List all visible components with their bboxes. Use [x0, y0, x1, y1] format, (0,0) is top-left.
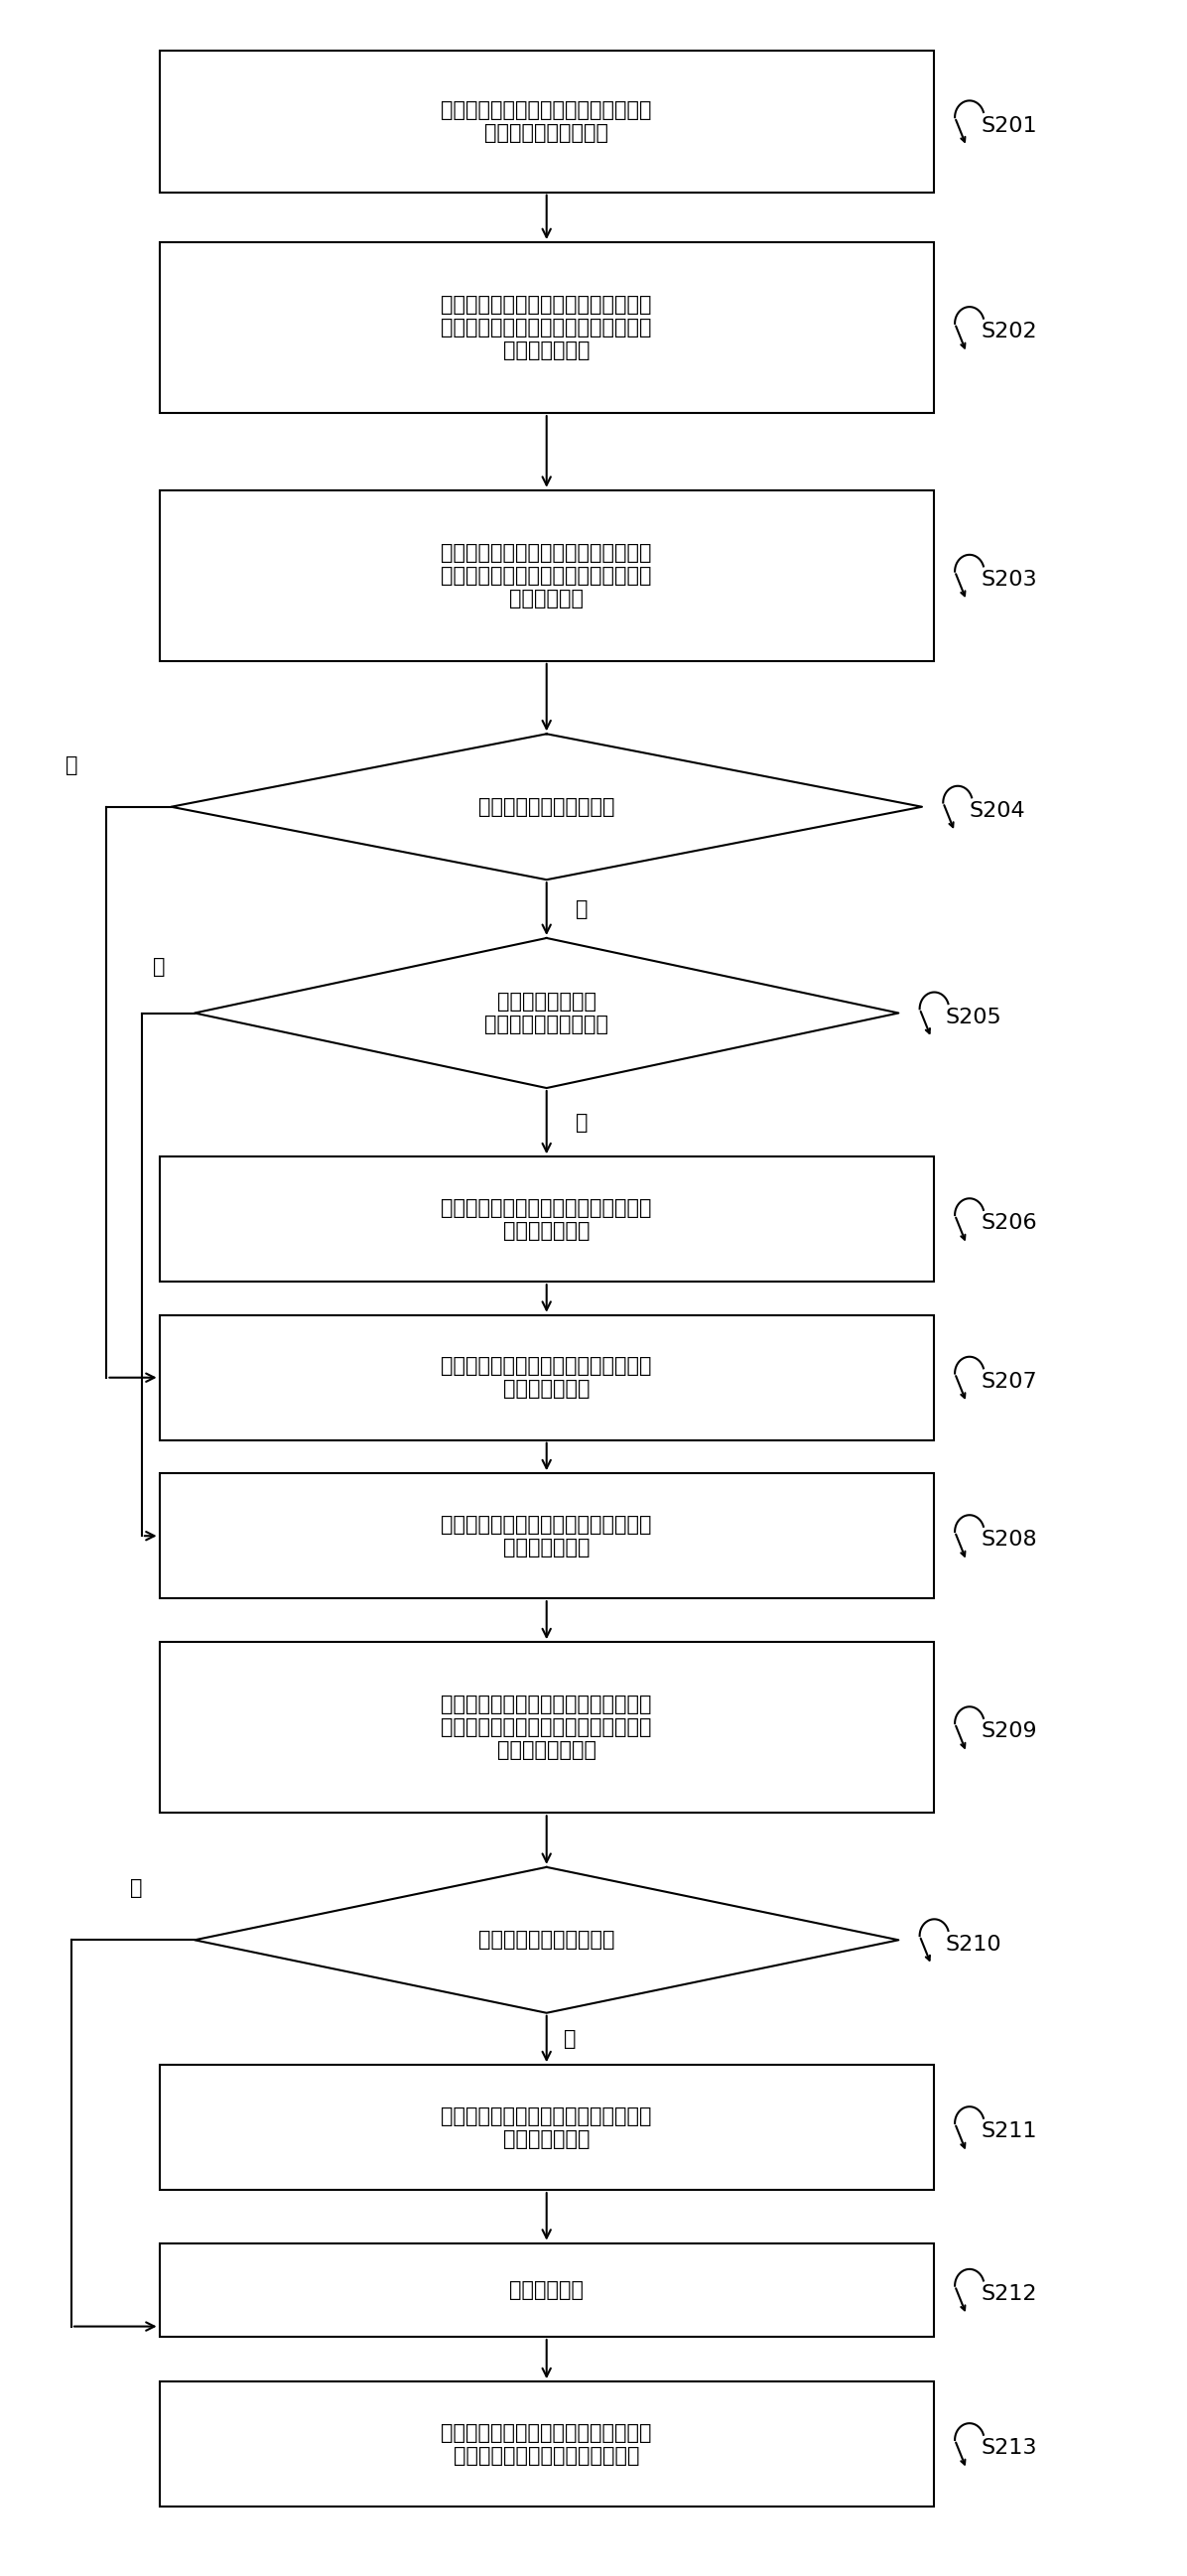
Text: 根据初始投影轮廓线、激光轮廓线和标
准激光轮廓线的比对结果，生成预埋件
位置检测结果: 根据初始投影轮廓线、激光轮廓线和标 准激光轮廓线的比对结果，生成预埋件 位置检测…: [442, 544, 652, 608]
Bar: [159, 489, 934, 662]
Text: 是: 是: [576, 899, 588, 920]
Text: 是: 是: [576, 1113, 588, 1133]
Text: 将投射到模台的激光轮廓线的显示颜色
调整为第一颜色: 将投射到模台的激光轮廓线的显示颜色 调整为第一颜色: [442, 1515, 652, 1558]
Polygon shape: [171, 734, 922, 881]
Text: S204: S204: [969, 801, 1026, 822]
Text: 否: 否: [65, 755, 77, 775]
Text: 是: 是: [129, 1878, 142, 1899]
Polygon shape: [195, 938, 899, 1087]
Bar: [159, 2244, 934, 2336]
Text: S211: S211: [980, 2123, 1036, 2141]
Text: S209: S209: [980, 1721, 1037, 1741]
Text: 根据预埋件图像特征和预先存储的待放
置预埋件图像特征的比对结果，生成预
埋件类型检测结果: 根据预埋件图像特征和预先存储的待放 置预埋件图像特征的比对结果，生成预 埋件类型…: [442, 1695, 652, 1759]
Text: 判断预埋件类型是否准确: 判断预埋件类型是否准确: [478, 1929, 615, 1950]
Text: S213: S213: [980, 2439, 1036, 2458]
Bar: [159, 2383, 934, 2506]
Bar: [159, 1473, 934, 1597]
Text: S208: S208: [980, 1530, 1037, 1551]
Text: 否: 否: [153, 958, 166, 976]
Text: 将投射到模台的激光轮廓线的显示颜色
调整为第三颜色: 将投射到模台的激光轮廓线的显示颜色 调整为第三颜色: [442, 1355, 652, 1399]
Text: S202: S202: [980, 322, 1037, 343]
Polygon shape: [195, 1868, 899, 2012]
Text: S206: S206: [980, 1213, 1037, 1234]
Text: 获取放置预埋件后的模台图像，并根据
位置信息提取模台图像的激光轮廓线和
预埋件图像特征: 获取放置预埋件后的模台图像，并根据 位置信息提取模台图像的激光轮廓线和 预埋件图…: [442, 294, 652, 361]
Text: S203: S203: [980, 569, 1037, 590]
Bar: [159, 1641, 934, 1814]
Text: 进行报警提示: 进行报警提示: [509, 2280, 584, 2300]
Text: S205: S205: [946, 1007, 1002, 1028]
Bar: [159, 52, 934, 193]
Text: 判断模台是否放置预埋件: 判断模台是否放置预埋件: [478, 796, 615, 817]
Text: 将投射到模台的激光轮廓线的显示颜色
调整为第二颜色: 将投射到模台的激光轮廓线的显示颜色 调整为第二颜色: [442, 1198, 652, 1242]
Text: 将投射到模台的激光轮廓线的显示颜色
调整为第四颜色: 将投射到模台的激光轮廓线的显示颜色 调整为第四颜色: [442, 2107, 652, 2148]
Bar: [159, 1157, 934, 1283]
Bar: [159, 2066, 934, 2190]
Text: S201: S201: [980, 116, 1037, 137]
Text: 否: 否: [564, 2030, 576, 2048]
Text: 将预埋件类型检测结果和预埋件位置检
测结果记录并存储于云端服务器中: 将预埋件类型检测结果和预埋件位置检 测结果记录并存储于云端服务器中: [442, 2421, 652, 2465]
Text: S207: S207: [980, 1373, 1037, 1391]
Bar: [159, 242, 934, 412]
Text: S210: S210: [946, 1935, 1002, 1955]
Text: 判断预埋件的放置
位置是否符合标准要求: 判断预埋件的放置 位置是否符合标准要求: [484, 992, 609, 1036]
Text: S212: S212: [980, 2285, 1036, 2303]
Bar: [159, 1316, 934, 1440]
Text: 获取待放置预埋件的位置信息及未放置
预埋件的初始模台图像: 获取待放置预埋件的位置信息及未放置 预埋件的初始模台图像: [442, 100, 652, 142]
